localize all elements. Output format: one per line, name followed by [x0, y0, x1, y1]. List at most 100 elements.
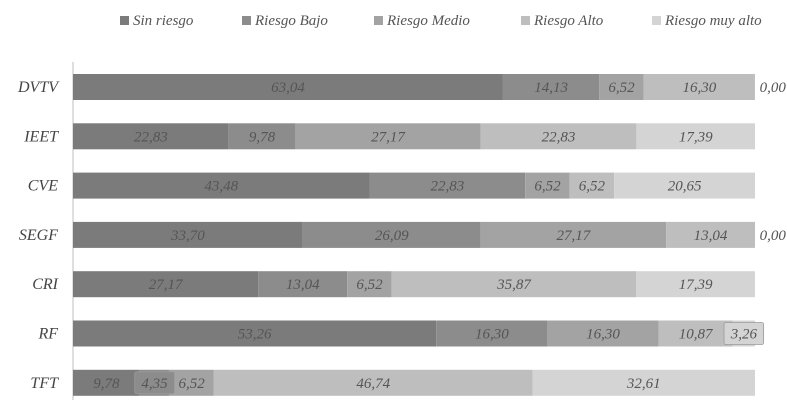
data-label-group: 4,35: [134, 371, 175, 395]
data-label: 0,00: [760, 228, 787, 244]
data-label-group: 22,83: [134, 129, 168, 145]
legend-label: Riesgo muy alto: [664, 13, 762, 29]
category-label: CVE: [28, 178, 58, 195]
data-label: 22,83: [134, 129, 168, 145]
bar-riesgo-muy-alto-ieet: [636, 123, 755, 150]
data-label-group: 33,70: [170, 228, 205, 244]
data-label: 4,35: [141, 376, 168, 392]
bar-riesgo-medio-segf: [480, 221, 667, 248]
data-label: 63,04: [271, 80, 305, 96]
legend: Sin riesgo Riesgo Bajo Riesgo Medio Riesgo …: [120, 13, 762, 29]
data-label-group: 16,30: [682, 80, 716, 96]
data-label-group: 16,30: [475, 327, 509, 343]
data-label: 9,78: [93, 376, 120, 392]
data-label: 27,17: [557, 228, 592, 244]
data-label: 6,52: [608, 80, 635, 96]
data-label-group: 6,52: [579, 179, 606, 195]
data-labels: 63,04 14,13 6,52 16,30 0,00 22,83 9,78 27,17 22,…: [93, 80, 787, 395]
legend-swatch: [652, 16, 661, 25]
bar-sin-riesgo-cve: [73, 172, 370, 199]
bar-riesgo-medio-ieet: [295, 123, 481, 150]
data-label-group: 6,52: [178, 376, 205, 392]
category-label: RF: [37, 326, 58, 343]
data-label: 16,30: [475, 327, 509, 343]
data-label-group: 0,00: [760, 80, 787, 96]
data-label-group: 43,48: [204, 179, 238, 195]
bar-riesgo-bajo-segf: [302, 221, 481, 248]
legend-label: Sin riesgo: [133, 13, 194, 29]
bar-riesgo-bajo-ieet: [228, 123, 296, 150]
data-label-group: 26,09: [375, 228, 409, 244]
legend-swatch: [242, 16, 251, 25]
data-label: 6,52: [356, 277, 383, 293]
data-label-group: 17,39: [679, 129, 713, 145]
bar-riesgo-bajo-cri: [258, 271, 348, 298]
bar-riesgo-muy-alto-tft: [532, 369, 755, 396]
data-label-box: [723, 322, 765, 345]
data-label: 0,00: [760, 80, 787, 96]
data-label: 22,83: [431, 179, 465, 195]
bar-riesgo-alto-cri: [391, 271, 637, 298]
data-label: 17,39: [679, 129, 713, 145]
data-label-group: 20,65: [668, 179, 702, 195]
legend-swatch: [374, 16, 383, 25]
data-label: 27,17: [149, 277, 184, 293]
bar-sin-riesgo-tft: [73, 369, 140, 396]
bar-riesgo-alto-tft: [213, 369, 533, 396]
legend-item-riesgo-bajo: Riesgo Bajo: [242, 13, 328, 29]
legend-item-riesgo-medio: Riesgo Medio: [374, 13, 470, 29]
data-label: 14,13: [534, 80, 568, 96]
bar-riesgo-medio-tft: [169, 369, 214, 396]
bar-riesgo-muy-alto-cri: [636, 271, 755, 298]
data-label-group: 10,87: [679, 327, 714, 343]
data-label: 6,52: [579, 179, 606, 195]
data-label-group: 46,74: [356, 376, 390, 392]
data-label-group: 22,83: [431, 179, 465, 195]
category-label: CRI: [32, 276, 58, 293]
data-label: 13,04: [286, 277, 320, 293]
bar-riesgo-bajo-dvtv: [502, 74, 600, 100]
legend-item-sin-riesgo: Sin riesgo: [120, 13, 194, 29]
bar-sin-riesgo-rf: [73, 320, 437, 347]
legend-item-riesgo-alto: Riesgo Alto: [521, 13, 604, 29]
legend-swatch: [521, 16, 530, 25]
data-label: 22,83: [542, 129, 576, 145]
data-label-group: 6,52: [356, 277, 383, 293]
bar-riesgo-muy-alto-cve: [614, 172, 755, 199]
data-label: 6,52: [534, 179, 561, 195]
data-label-group: 3,26: [723, 322, 765, 345]
bar-sin-riesgo-dvtv: [73, 74, 503, 100]
data-label: 6,52: [178, 376, 205, 392]
data-label-group: 27,17: [149, 277, 184, 293]
data-label-group: 32,61: [626, 376, 661, 392]
data-label: 43,48: [204, 179, 238, 195]
data-label-group: 6,52: [608, 80, 635, 96]
data-label: 10,87: [679, 327, 714, 343]
data-label: 13,04: [694, 228, 728, 244]
bar-riesgo-bajo-rf: [436, 320, 548, 347]
data-label-group: 17,39: [679, 277, 713, 293]
data-label-group: 16,30: [586, 327, 620, 343]
bar-riesgo-alto-dvtv: [643, 74, 755, 100]
bar-riesgo-medio-dvtv: [599, 74, 644, 100]
category-label: TFT: [30, 375, 59, 392]
data-label: 26,09: [375, 228, 409, 244]
data-label-group: 27,17: [371, 129, 406, 145]
bar-riesgo-alto-rf: [658, 320, 733, 347]
legend-swatch: [120, 16, 129, 25]
data-label: 46,74: [356, 376, 390, 392]
data-label: 33,70: [170, 228, 205, 244]
data-label: 53,26: [238, 327, 272, 343]
bar-riesgo-medio-cve: [525, 172, 570, 199]
bars: [73, 74, 755, 396]
data-label-group: 22,83: [542, 129, 576, 145]
data-label-group: 14,13: [534, 80, 568, 96]
legend-item-riesgo-muy-alto: Riesgo muy alto: [652, 13, 762, 29]
data-label-box: [134, 371, 175, 395]
legend-label: Riesgo Medio: [386, 13, 470, 29]
data-label-group: 6,52: [534, 179, 561, 195]
data-label-group: 27,17: [557, 228, 592, 244]
legend-label: Riesgo Alto: [533, 13, 604, 29]
category-label: SEGF: [19, 227, 58, 244]
